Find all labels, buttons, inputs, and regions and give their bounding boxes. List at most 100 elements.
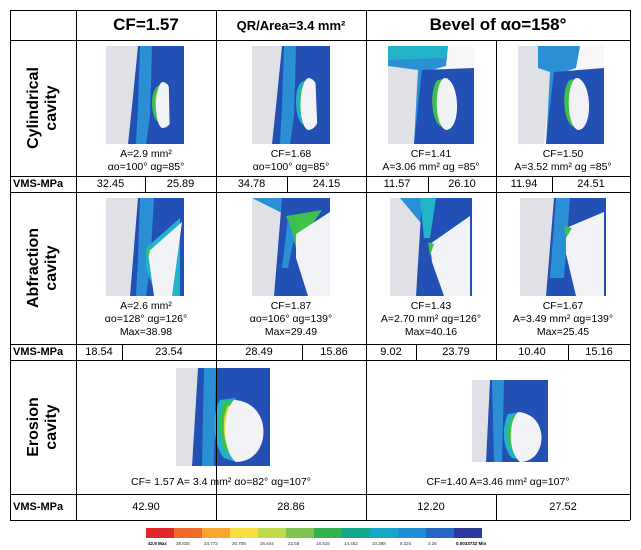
colorbar-label: 2.26 [428, 541, 437, 546]
table-rule-vertical [366, 10, 367, 520]
caption-line: CF=1.67 [542, 300, 584, 312]
colorbar-segment [286, 528, 314, 538]
stress-colorbar: 42.9 Max 38.836 34.772 30.708 26.644 22.58 18.… [146, 528, 487, 546]
row-label-cylindrical: Cylindrical cavity [25, 67, 60, 149]
caption-line: αo=128° αg=126° [104, 313, 188, 325]
vms-value: 15.86 [320, 346, 348, 358]
vms-value: 42.90 [132, 501, 160, 513]
caption-line: CF=1.43 [410, 300, 452, 312]
vms-divider [287, 176, 288, 192]
header-bevel: Bevel of αo=158° [429, 15, 567, 34]
table-border-left [10, 10, 11, 520]
abfraction-bevel-panel-1: CF=1.43 A=2.70 mm² αg=126° Max=40.16 [366, 192, 496, 344]
vms-divider [122, 344, 123, 360]
caption-line: A=2.9 mm² [120, 148, 172, 160]
vms-value: 27.52 [549, 501, 577, 513]
colorbar-label: 38.836 [176, 541, 190, 546]
table-border-right [630, 10, 631, 520]
caption-line: CF=1.87 [270, 300, 312, 312]
colorbar-segment [398, 528, 426, 538]
vms-divider [568, 344, 569, 360]
abfraction-bevel-panel-2: CF=1.67 A=3.49 mm² αg=139° Max=25.45 [496, 192, 630, 344]
row-label-erosion: Erosion cavity [25, 397, 60, 457]
table-rule-vertical [496, 494, 497, 520]
vms-value: 24.15 [312, 178, 341, 190]
vms-label-abfraction: VMS-MPa [13, 346, 64, 358]
colorbar-segment [314, 528, 342, 538]
caption-line: αo=100° αg=85° [252, 161, 330, 173]
vms-label-erosion: VMS-MPa [13, 501, 64, 513]
fea-abfraction-3 [390, 198, 472, 296]
vms-value: 11.94 [510, 178, 538, 190]
colorbar-label: 34.772 [204, 541, 218, 546]
caption-line: CF= 1.57 A= 3.4 mm² αo=82° αg=107° [131, 476, 311, 488]
vms-value: 15.16 [585, 346, 613, 358]
fea-abfraction-4 [520, 198, 606, 296]
vms-value: 23.54 [155, 346, 183, 358]
fea-cylindrical-1 [106, 46, 184, 144]
colorbar-label: 26.644 [260, 541, 274, 546]
colorbar-label: 0.0033732 Min [456, 541, 487, 546]
colorbar-label: 14.452 [344, 541, 358, 546]
colorbar-label: 10.388 [372, 541, 386, 546]
table-rule-vertical [216, 10, 217, 520]
vms-divider [428, 176, 429, 192]
colorbar-label: 18.516 [316, 541, 330, 546]
header-cf: CF=1.57 [113, 15, 179, 34]
fea-cylindrical-2 [252, 46, 330, 144]
abfraction-qr-panel: CF=1.87 αo=106° αg=139° Max=29.49 [216, 192, 366, 344]
caption-line: CF=1.50 [542, 148, 584, 160]
cylindrical-qr-panel: CF=1.68 αo=100° αg=85° [216, 40, 366, 176]
fea-erosion-2 [472, 380, 548, 462]
abfraction-cf-panel: A=2.6 mm² αo=128° αg=126° Max=38.98 [76, 192, 216, 344]
colorbar-label: 22.58 [288, 541, 300, 546]
table-rule-vertical [76, 10, 77, 520]
vms-value: 28.49 [245, 346, 273, 358]
caption-line: Max=29.49 [264, 326, 318, 338]
vms-label-cylindrical: VMS-MPa [13, 178, 64, 190]
caption-line: CF=1.68 [270, 148, 312, 160]
table-rule [10, 344, 630, 345]
table-rule [10, 40, 630, 41]
caption-line: A=3.52 mm² αg =85° [514, 161, 612, 173]
colorbar-segment [258, 528, 286, 538]
table-border-bottom [10, 520, 630, 521]
table-rule [10, 494, 630, 495]
colorbar-label: 6.324 [400, 541, 412, 546]
fea-cylindrical-4 [518, 46, 604, 144]
table-rule [10, 176, 630, 177]
vms-value: 23.79 [442, 346, 470, 358]
caption-line: αo=100° αg=85° [107, 161, 185, 173]
vms-value: 34.78 [237, 178, 266, 190]
vms-divider [145, 176, 146, 192]
caption-line: αo=106° αg=139° [249, 313, 333, 325]
fea-abfraction-2 [252, 198, 330, 296]
colorbar-segment [202, 528, 230, 538]
caption-line: A=2.6 mm² [120, 300, 172, 312]
vms-divider [302, 344, 303, 360]
caption-line: CF=1.41 [410, 148, 452, 160]
vms-value: 32.45 [96, 178, 125, 190]
colorbar-segment [370, 528, 398, 538]
vms-value: 24.51 [577, 178, 605, 190]
table-rule [10, 360, 630, 361]
erosion-panel-1: CF= 1.57 A= 3.4 mm² αo=82° αg=107° [76, 360, 366, 494]
caption-line: A=3.49 mm² αg=139° [512, 313, 614, 325]
caption-line: A=3.06 mm² αg =85° [382, 161, 480, 173]
colorbar-segment [454, 528, 482, 538]
vms-divider [416, 344, 417, 360]
colorbar-segment [426, 528, 454, 538]
caption-line: Max=40.16 [404, 326, 458, 338]
colorbar-segment [342, 528, 370, 538]
colorbar-segment [174, 528, 202, 538]
colorbar-segment [230, 528, 258, 538]
vms-value: 28.86 [277, 501, 305, 513]
erosion-panel-2: CF=1.40 A=3.46 mm² αg=107° [366, 360, 630, 494]
row-label-abfraction: Abfraction cavity [25, 228, 60, 308]
header-qr-area: QR/Area=3.4 mm² [236, 17, 346, 33]
table-border-top [10, 10, 630, 11]
vms-value: 9.02 [380, 346, 402, 358]
caption-line: CF=1.40 A=3.46 mm² αg=107° [426, 476, 570, 488]
caption-line: Max=25.45 [536, 326, 590, 338]
